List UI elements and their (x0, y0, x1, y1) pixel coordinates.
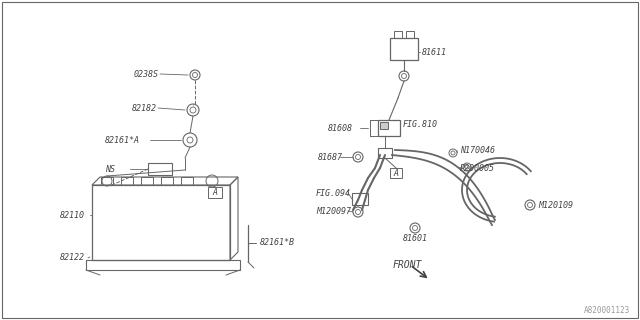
Text: NS: NS (105, 164, 115, 173)
Bar (92, 185, 230, 260)
Text: A820001123: A820001123 (584, 306, 630, 315)
Bar (208, 187, 222, 198)
Text: M120097: M120097 (316, 206, 351, 215)
Bar (161, 177, 173, 185)
Text: 81608: 81608 (328, 124, 353, 132)
Text: 82161*B: 82161*B (260, 237, 295, 246)
Bar (394, 31, 402, 38)
Text: 0238S: 0238S (134, 69, 159, 78)
Text: 82110: 82110 (60, 211, 85, 220)
Text: 81611: 81611 (422, 47, 447, 57)
Text: P200005: P200005 (460, 164, 495, 172)
Bar (352, 193, 368, 205)
Bar (141, 177, 153, 185)
Text: 82182: 82182 (132, 103, 157, 113)
Text: N170046: N170046 (460, 146, 495, 155)
Bar (181, 177, 193, 185)
Text: 81687: 81687 (318, 153, 343, 162)
Bar (101, 177, 113, 185)
Bar (390, 38, 418, 60)
Text: A: A (212, 188, 218, 197)
Text: 82122: 82122 (60, 252, 85, 261)
Bar (378, 148, 392, 158)
Text: 81601: 81601 (403, 234, 428, 243)
Text: FIG.094: FIG.094 (316, 188, 351, 197)
Bar (378, 120, 400, 136)
Bar (406, 31, 414, 38)
Bar (148, 163, 172, 175)
Bar (380, 122, 388, 129)
Bar (121, 177, 133, 185)
Text: M120109: M120109 (538, 201, 573, 210)
Text: A: A (394, 169, 399, 178)
Text: FRONT: FRONT (393, 260, 422, 270)
Bar (390, 168, 402, 178)
Text: 82161*A: 82161*A (105, 135, 140, 145)
Text: FIG.810: FIG.810 (403, 119, 438, 129)
